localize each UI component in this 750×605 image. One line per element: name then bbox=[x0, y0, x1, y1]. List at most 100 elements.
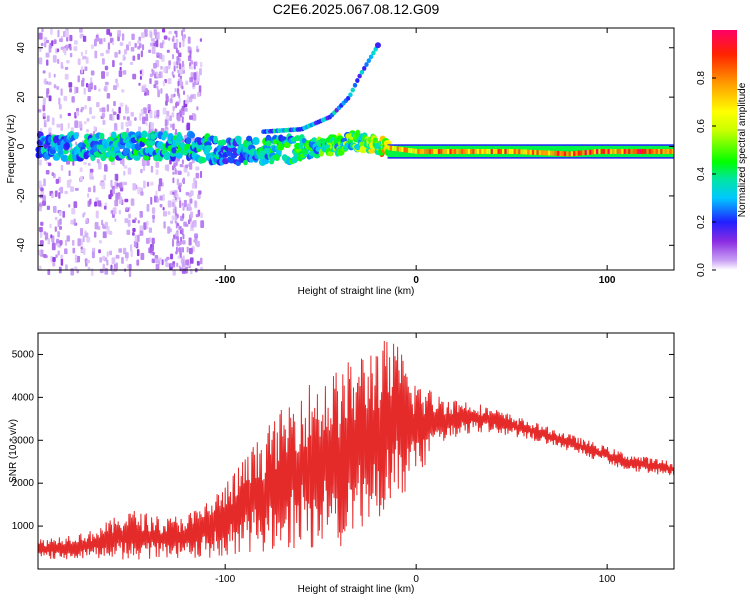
noise-speck bbox=[74, 40, 78, 45]
band-core bbox=[589, 149, 592, 155]
noise-speck bbox=[73, 218, 76, 226]
band-blob bbox=[189, 132, 196, 139]
noise-speck bbox=[134, 217, 137, 221]
noise-speck bbox=[177, 69, 180, 74]
spectrogram-marks bbox=[35, 28, 674, 278]
noise-speck bbox=[82, 56, 85, 60]
noise-speck bbox=[167, 211, 171, 215]
noise-speck bbox=[39, 231, 43, 238]
noise-speck bbox=[176, 178, 179, 186]
noise-speck bbox=[51, 242, 56, 251]
noise-speck bbox=[87, 193, 90, 198]
noise-speck bbox=[48, 162, 52, 167]
noise-speck bbox=[189, 190, 194, 196]
noise-speck bbox=[140, 168, 143, 174]
band-core bbox=[437, 149, 441, 154]
colorbar-gradient bbox=[712, 30, 737, 270]
noise-speck bbox=[101, 58, 105, 65]
noise-speck bbox=[140, 191, 144, 196]
noise-speck bbox=[162, 211, 167, 217]
noise-speck bbox=[38, 159, 42, 166]
noise-speck bbox=[98, 249, 101, 254]
noise-speck bbox=[115, 192, 119, 201]
band-core bbox=[657, 149, 661, 154]
noise-speck bbox=[50, 234, 53, 239]
noise-speck bbox=[157, 89, 160, 98]
noise-speck bbox=[119, 42, 124, 47]
noise-speck bbox=[116, 183, 120, 187]
noise-speck bbox=[158, 184, 161, 192]
noise-speck bbox=[186, 206, 189, 211]
noise-speck bbox=[200, 220, 205, 228]
noise-speck bbox=[145, 113, 149, 122]
band-core bbox=[538, 150, 541, 156]
band-core bbox=[431, 149, 434, 154]
band-blob bbox=[141, 130, 148, 139]
noise-speck bbox=[189, 65, 193, 70]
noise-speck bbox=[106, 251, 109, 257]
noise-speck bbox=[52, 256, 56, 262]
noise-speck bbox=[171, 240, 174, 247]
noise-speck bbox=[64, 66, 69, 70]
noise-speck bbox=[198, 190, 202, 195]
band-blob bbox=[176, 134, 184, 143]
spectrogram-xlabel: Height of straight line (km) bbox=[298, 286, 415, 297]
noise-speck bbox=[175, 128, 178, 135]
noise-speck bbox=[176, 65, 179, 69]
noise-speck bbox=[175, 231, 178, 237]
band-core bbox=[502, 149, 505, 154]
band-core bbox=[598, 149, 601, 154]
noise-speck bbox=[164, 119, 168, 127]
band-blob bbox=[236, 137, 242, 145]
noise-speck bbox=[44, 41, 47, 48]
band-core bbox=[463, 149, 466, 154]
noise-speck bbox=[86, 129, 89, 133]
band-core bbox=[392, 145, 395, 151]
band-core bbox=[479, 149, 482, 154]
noise-speck bbox=[91, 268, 94, 277]
noise-speck bbox=[60, 88, 63, 96]
noise-speck bbox=[59, 240, 62, 246]
noise-speck bbox=[106, 259, 109, 266]
noise-speck bbox=[169, 123, 173, 128]
noise-speck bbox=[159, 195, 164, 201]
noise-speck bbox=[94, 50, 98, 59]
noise-speck bbox=[136, 249, 140, 257]
noise-speck bbox=[158, 71, 162, 79]
noise-speck bbox=[85, 56, 89, 64]
band-blob bbox=[359, 145, 367, 154]
noise-speck bbox=[75, 111, 80, 117]
colorbar-tick-label: 0.4 bbox=[696, 167, 707, 181]
noise-speck bbox=[156, 109, 160, 118]
noise-speck bbox=[105, 49, 110, 54]
noise-speck bbox=[40, 42, 44, 47]
noise-speck bbox=[117, 30, 122, 37]
noise-speck bbox=[86, 118, 90, 122]
band-core bbox=[442, 149, 445, 154]
noise-speck bbox=[101, 107, 106, 113]
noise-speck bbox=[167, 37, 171, 41]
noise-speck bbox=[48, 127, 52, 134]
noise-speck bbox=[100, 52, 104, 57]
noise-speck bbox=[90, 70, 95, 76]
colorbar: 0.0 0.2 0.4 0.6 0.8 Normalized spectral ampl… bbox=[696, 30, 748, 277]
band-core bbox=[655, 149, 658, 154]
noise-speck bbox=[151, 68, 154, 73]
band-blob bbox=[283, 141, 291, 149]
noise-speck bbox=[173, 93, 176, 98]
noise-speck bbox=[103, 37, 106, 42]
band-core bbox=[628, 149, 631, 154]
band-core bbox=[522, 149, 525, 155]
band-core bbox=[632, 149, 635, 154]
noise-speck bbox=[81, 80, 85, 87]
noise-speck bbox=[41, 28, 44, 33]
noise-speck bbox=[75, 86, 79, 94]
y-tick-label: 0 bbox=[16, 143, 27, 149]
noise-speck bbox=[109, 250, 113, 256]
noise-speck bbox=[177, 223, 180, 227]
branch-blob bbox=[364, 62, 369, 67]
noise-speck bbox=[194, 200, 197, 207]
band-core bbox=[447, 149, 450, 154]
noise-speck bbox=[66, 36, 69, 42]
